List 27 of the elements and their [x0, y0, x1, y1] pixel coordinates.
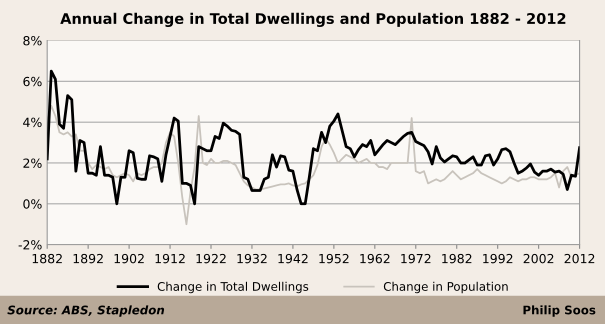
x-tick-label: 1962 — [360, 254, 390, 264]
text: Philip Soos — [524, 305, 596, 317]
x-tick-label: 1932 — [237, 254, 267, 264]
legend-label: Change in Population — [384, 282, 508, 294]
x-tick-label: 1992 — [483, 254, 512, 264]
line-series — [47, 70, 580, 206]
x-tick-label: 1912 — [156, 254, 185, 264]
x-tick-label: 1972 — [401, 254, 430, 264]
x-tick-label: 2012 — [564, 254, 594, 264]
y-tick-label: 6% — [23, 76, 42, 86]
legend-label: Change in Total Dwellings — [158, 282, 308, 294]
y-tick-label: -2% — [18, 240, 42, 250]
y-tick-label: 2% — [23, 158, 42, 168]
x-tick-label: 1902 — [114, 254, 144, 264]
line-series — [47, 104, 580, 226]
chart-title: Annual Change in Total Dwellings and Population 1882 - 2012 — [60, 12, 566, 27]
y-tick-label: 8% — [23, 36, 42, 46]
x-tick-label: 1952 — [319, 254, 349, 264]
x-tick-label: 1892 — [74, 254, 103, 264]
y-tick-label: 4% — [23, 118, 42, 128]
x-tick-label: 1982 — [442, 254, 472, 264]
x-tick-label: 2002 — [524, 254, 554, 264]
x-tick-label: 1922 — [196, 254, 226, 264]
x-tick-label: 1882 — [32, 254, 62, 264]
x-tick-label: 1942 — [278, 254, 308, 264]
source-note: Source: ABS, Stapledon — [7, 305, 164, 317]
y-tick-label: 0% — [23, 199, 42, 209]
